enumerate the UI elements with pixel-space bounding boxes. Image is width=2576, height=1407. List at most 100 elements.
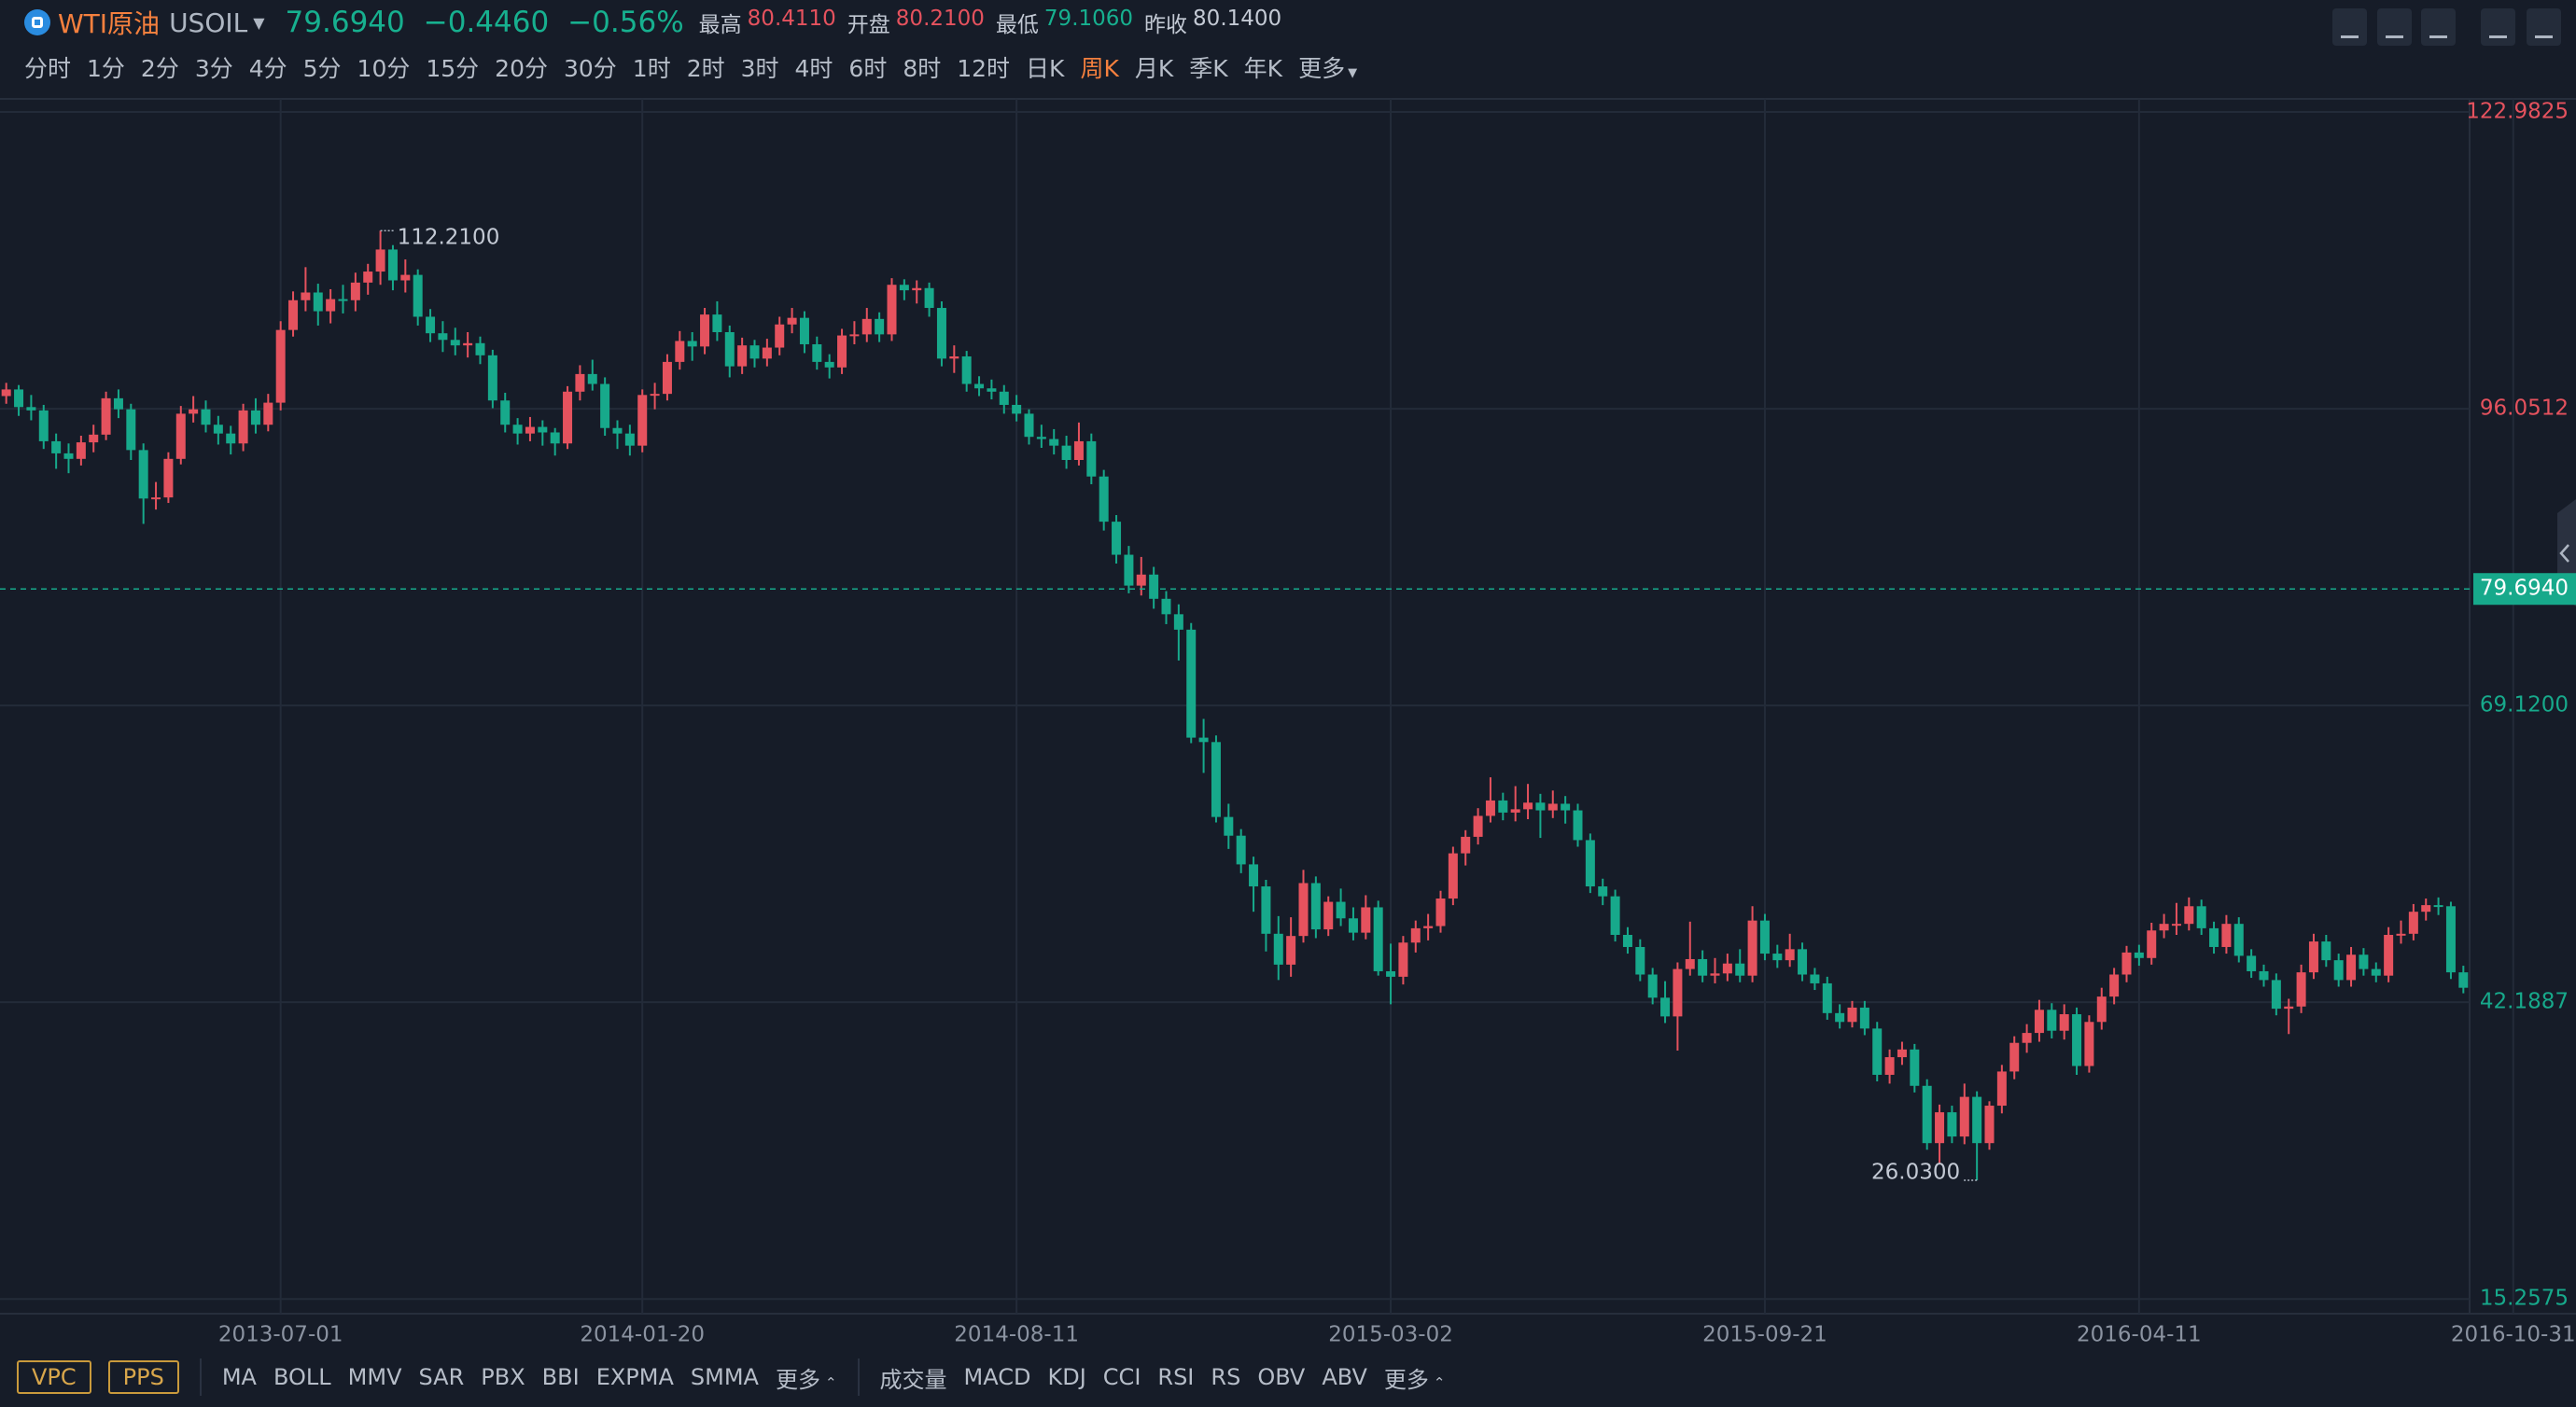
indicator-button[interactable]: RS [1211, 1364, 1241, 1390]
timeframe-button[interactable]: 4时 [794, 55, 833, 82]
candle-body [1585, 840, 1595, 887]
indicator-button[interactable]: MA [221, 1364, 257, 1390]
candle-body [1186, 629, 1197, 738]
candle-body [1772, 954, 1783, 961]
last-price: 79.6940 [285, 6, 405, 39]
chart-type-button[interactable] [2421, 8, 2456, 46]
timeframe-button[interactable]: 更多 ▼ [1298, 55, 1358, 82]
indicator-button[interactable]: MMV [347, 1364, 402, 1390]
indicator-button[interactable]: SMMA [690, 1364, 759, 1390]
indicator-button[interactable]: CCI [1102, 1364, 1141, 1390]
timeframe-button[interactable]: 日K [1026, 55, 1065, 82]
candle-body [138, 450, 148, 499]
candle-body [1822, 982, 1832, 1013]
candle-body [101, 397, 111, 435]
candle-body [426, 316, 436, 334]
candle-body [2359, 954, 2369, 969]
candle-body [2346, 954, 2357, 981]
timeframe-button[interactable]: 3时 [740, 55, 779, 82]
timeframe-button[interactable]: 4分 [248, 55, 287, 82]
timeframe-button[interactable]: 6时 [848, 55, 888, 82]
indicator-button[interactable]: ABV [1322, 1364, 1367, 1390]
symbol-name[interactable]: WTI原油 [58, 8, 161, 39]
y-tick-label: 15.2575 [2480, 1287, 2569, 1311]
timeframe-button[interactable]: 2时 [686, 55, 725, 82]
candle-body [2396, 933, 2406, 936]
indicator-button[interactable]: KDJ [1047, 1364, 1086, 1390]
candle-body [1622, 934, 1632, 947]
symbol-dropdown[interactable]: ▼ [253, 13, 265, 32]
timeframe-button[interactable]: 周K [1080, 55, 1119, 82]
indicator-button[interactable] [2332, 8, 2367, 46]
candle-body [2321, 941, 2331, 961]
candle-body [1373, 907, 1383, 971]
timeframe-button[interactable]: 月K [1134, 55, 1174, 82]
indicator-button[interactable]: EXPMA [595, 1364, 674, 1390]
timeframe-button[interactable]: 15分 [426, 55, 480, 82]
candle-body [263, 402, 273, 425]
candle-body [1610, 896, 1620, 935]
candle-body [1086, 440, 1097, 477]
tool-button[interactable]: VPC [17, 1360, 91, 1394]
candle-body [724, 332, 735, 367]
candle-body [2221, 924, 2232, 947]
y-tick-label: 69.1200 [2480, 693, 2569, 717]
candle-body [550, 432, 560, 444]
draw-button[interactable] [2377, 8, 2412, 46]
collapse-button[interactable] [2481, 8, 2515, 46]
candle-body [1361, 907, 1371, 933]
y-tick-label: 122.9825 [2466, 100, 2569, 124]
indicator-button[interactable]: MACD [963, 1364, 1031, 1390]
timeframe-button[interactable]: 季K [1189, 55, 1228, 82]
candle-body [675, 341, 685, 362]
indicator-button[interactable]: PBX [481, 1364, 525, 1390]
timeframe-button[interactable]: 1时 [632, 55, 671, 82]
timeframe-button[interactable]: 12时 [957, 55, 1011, 82]
timeframe-button[interactable]: 30分 [563, 55, 617, 82]
timeframe-button[interactable]: 8时 [903, 55, 942, 82]
candle-body [1910, 1049, 1920, 1086]
tool-button[interactable]: PPS [107, 1360, 179, 1394]
timeframe-button[interactable]: 1分 [87, 55, 125, 82]
dropdown-arrow: ▼ [1348, 66, 1358, 80]
annotation-label: 112.2100 [398, 226, 500, 250]
candle-body [1298, 883, 1309, 937]
candle-body [350, 282, 360, 300]
indicator-button[interactable]: BBI [541, 1364, 580, 1390]
symbol-code[interactable]: USOIL [169, 7, 248, 38]
indicator-button[interactable]: 更多 ⌃ [1383, 1366, 1446, 1393]
timeframe-button[interactable]: 2分 [140, 55, 179, 82]
candle-body [1759, 920, 1770, 954]
last-price-label: 79.6940 [2480, 577, 2569, 601]
candle-body [1198, 737, 1209, 743]
timeframe-button[interactable]: 分时 [24, 55, 72, 82]
indicator-button[interactable]: 更多 ⌃ [775, 1366, 837, 1393]
timeframe-button[interactable]: 年K [1243, 55, 1283, 82]
timeframe-button[interactable]: 10分 [357, 55, 411, 82]
indicator-button[interactable]: OBV [1257, 1364, 1306, 1390]
expand-arrow: ⌃ [824, 1373, 837, 1391]
candle-body [2159, 924, 2169, 931]
indicator-button[interactable]: BOLL [273, 1364, 331, 1390]
stat-label: 最高 [698, 13, 742, 37]
candle-body [1523, 802, 1533, 810]
candle-body [26, 407, 36, 411]
candle-body [375, 249, 385, 272]
candle-body [1798, 949, 1808, 975]
candle-body [612, 427, 623, 434]
candle-body [1423, 926, 1434, 928]
candle-body [500, 400, 511, 425]
indicator-button[interactable]: SAR [418, 1364, 465, 1390]
candle-body [1635, 946, 1645, 975]
indicator-button[interactable]: 成交量 [879, 1366, 947, 1393]
stat-value: 80.1400 [1193, 7, 1282, 31]
candle-body [1535, 802, 1546, 811]
indicator-button[interactable]: RSI [1157, 1364, 1195, 1390]
timeframe-button[interactable]: 20分 [495, 55, 548, 82]
timeframe-button[interactable]: 3分 [194, 55, 233, 82]
candle-body [326, 299, 336, 312]
candle-body [1348, 918, 1358, 933]
close-button[interactable] [2527, 8, 2561, 46]
timeframe-button[interactable]: 5分 [302, 55, 342, 82]
candle-body [787, 317, 797, 325]
